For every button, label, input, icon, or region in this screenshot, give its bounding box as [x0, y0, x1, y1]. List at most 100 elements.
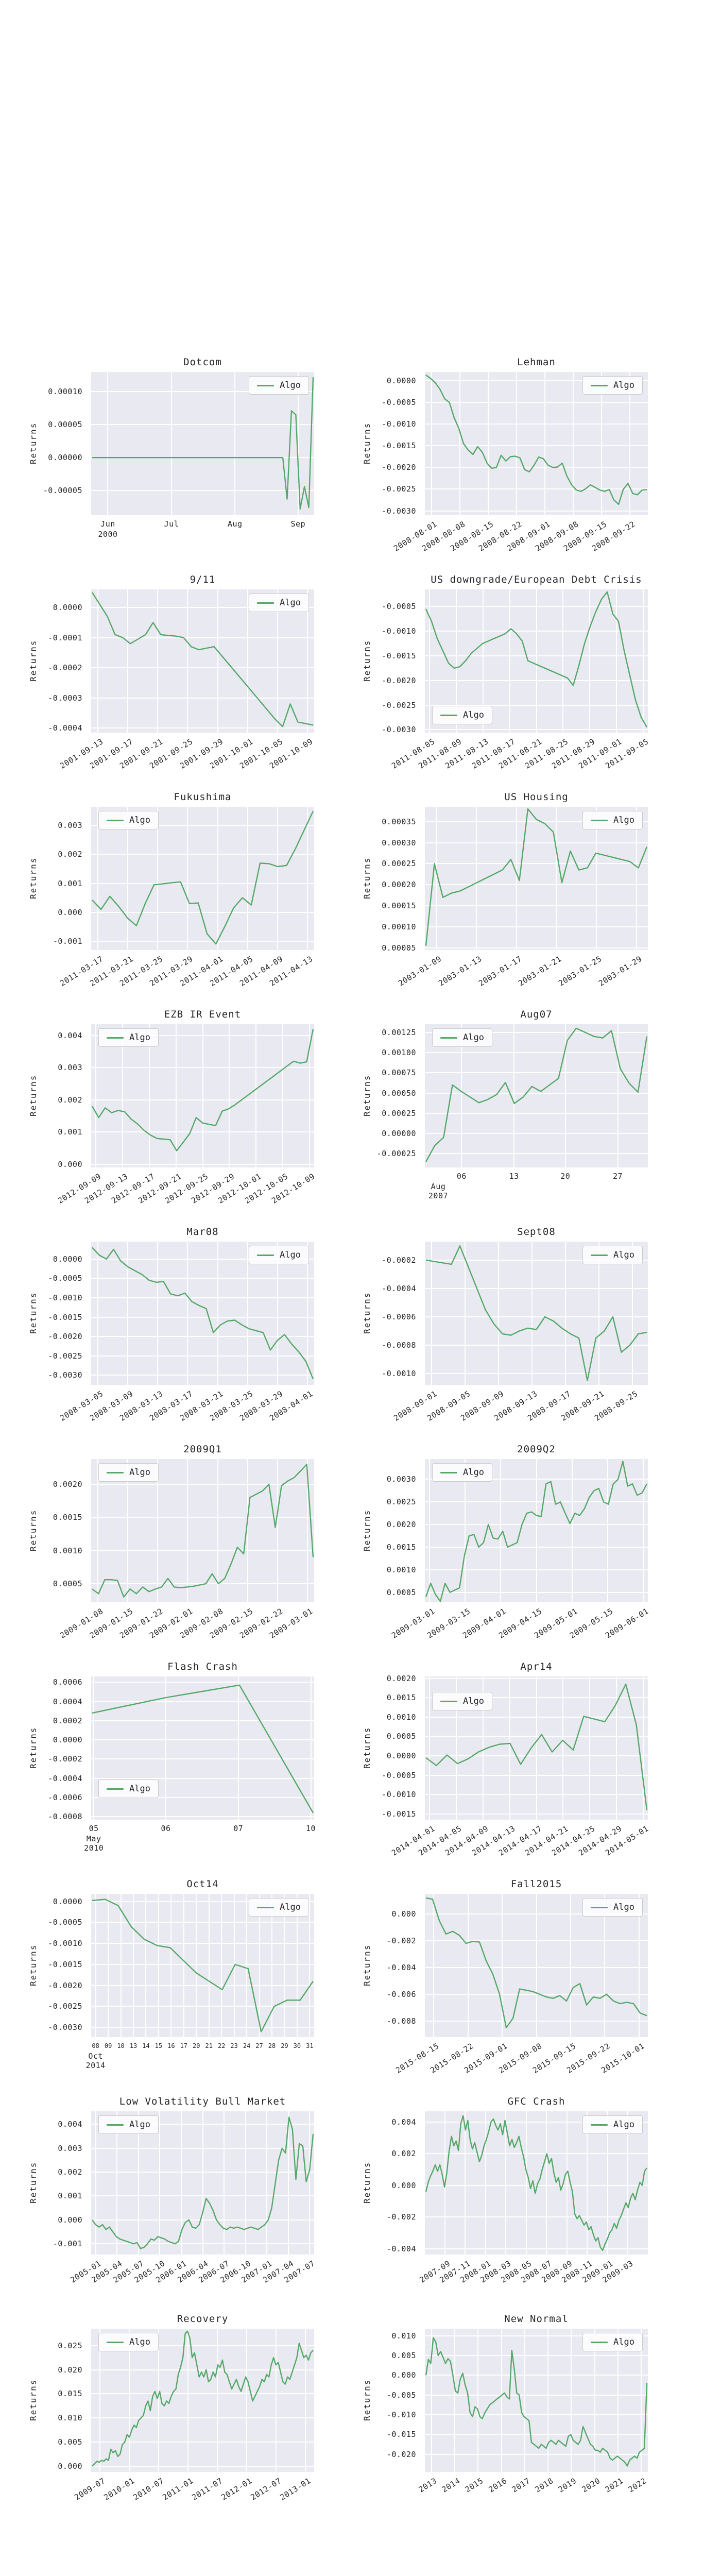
grid-v-line: [95, 2111, 96, 2255]
y-tick-label: 0.0000: [53, 603, 82, 613]
grid-v-line: [598, 1242, 599, 1385]
y-tick-label: 0.000: [58, 2215, 82, 2225]
x-tick-label: 2017: [510, 2476, 532, 2495]
grid-h-line: [425, 1372, 648, 1374]
grid-h-line: [425, 2153, 648, 2155]
y-tick-label: 0.004: [391, 2117, 416, 2127]
series-line-algo: [92, 810, 314, 945]
grid-v-line: [536, 1676, 537, 1820]
grid-v-line: [488, 372, 489, 515]
y-tick-label: -0.0008: [382, 1340, 416, 1350]
grid-h-line: [91, 825, 314, 826]
grid-h-line: [91, 1375, 314, 1376]
grid-v-line: [122, 1024, 123, 1167]
legend-box: Algo: [432, 1692, 492, 1710]
x-tick-label: 2003-01-09: [396, 954, 443, 988]
grid-h-line: [425, 842, 648, 843]
y-tick-label: 0.003: [58, 1063, 82, 1073]
y-tick-label: 0.0010: [386, 1565, 416, 1574]
grid-h-line: [91, 1963, 314, 1965]
grid-v-line: [544, 372, 546, 515]
chart-title: Apr14: [520, 1661, 553, 1672]
grid-v-line: [108, 1894, 109, 2037]
grid-v-line: [616, 589, 617, 733]
x-tick-label: 2014: [440, 2476, 462, 2495]
grid-h-line: [425, 2434, 648, 2435]
grid-v-line: [485, 2111, 486, 2255]
grid-v-line: [196, 1894, 197, 2037]
chart-us-downgrade-european-debt-crisis: US downgrade/European Debt Crisis Returns…: [362, 574, 650, 771]
chart-new-normal: New Normal Returns 0.010 0.005 0.000 -0.005 -0…: [362, 2313, 648, 2494]
y-tick-label: 0.0000: [386, 376, 416, 385]
y-axis-label: Returns: [28, 639, 38, 682]
grid-v-line: [501, 2329, 502, 2472]
grid-v-line: [309, 1894, 311, 2037]
grid-v-line: [566, 2111, 568, 2255]
x-tick-label: 08: [92, 2042, 99, 2049]
legend-line-sample: [257, 384, 274, 386]
grid-v-line: [217, 1459, 218, 1602]
y-tick-label: 0.001: [58, 2191, 82, 2201]
grid-h-line: [91, 1816, 314, 1818]
y-tick-label: -0.001: [53, 2239, 82, 2249]
series-line-algo: [425, 1683, 648, 1810]
series-line-algo: [91, 1029, 314, 1151]
grid-v-line: [547, 2329, 549, 2472]
chart-aug07: Aug07 Returns 0.00125 0.00100 0.00075 0.00050…: [362, 1009, 648, 1200]
grid-v-line: [229, 1024, 230, 1167]
grid-h-line: [425, 2184, 648, 2186]
grid-v-line: [513, 1024, 515, 1167]
grid-v-line: [573, 372, 574, 515]
series-line-algo: [92, 2330, 314, 2467]
y-tick-label: 0.00005: [382, 943, 416, 953]
x-tick-label: 27: [255, 2042, 263, 2049]
grid-v-line: [277, 807, 278, 950]
x-tick-label: 20: [193, 2042, 200, 2049]
grid-h-line: [91, 1278, 314, 1279]
chart-title: Fukushima: [174, 791, 232, 803]
y-tick-label: 0.000: [58, 1159, 82, 1169]
grid-h-line: [91, 2441, 314, 2443]
y-tick-label: 0.00000: [382, 1129, 416, 1139]
grid-h-line: [425, 2453, 648, 2455]
grid-h-line: [425, 2414, 648, 2415]
legend-box: Algo: [98, 1463, 159, 1482]
y-tick-label: 0.0000: [386, 1751, 416, 1761]
y-tick-label: 0.003: [58, 2143, 82, 2153]
y-tick-label: -0.0005: [48, 1274, 82, 1283]
grid-h-line: [91, 1682, 314, 1683]
chart-title: Oct14: [186, 1878, 219, 1890]
grid-v-line: [180, 2111, 182, 2255]
legend-box: Algo: [582, 1898, 643, 1917]
y-tick-label: -0.0004: [382, 1283, 416, 1293]
y-tick-label: 0.00035: [382, 817, 416, 826]
legend-box: Algo: [98, 811, 159, 829]
grid-h-line: [91, 940, 314, 942]
y-tick-label: 0.010: [391, 2331, 416, 2341]
series-line-algo: [425, 2337, 648, 2467]
grid-v-line: [571, 1459, 573, 1602]
x-tick-label: 13: [509, 1172, 519, 1181]
grid-v-line: [556, 807, 557, 950]
legend-label: Algo: [280, 380, 301, 391]
series-line-algo: [92, 1464, 314, 1598]
grid-v-line: [221, 1894, 222, 2037]
grid-v-line: [607, 1459, 609, 1602]
grid-v-line: [455, 589, 457, 733]
y-tick-label: 0.003: [58, 821, 82, 831]
grid-v-line: [562, 1676, 564, 1820]
grid-h-line: [91, 1985, 314, 1986]
y-tick-label: -0.004: [386, 1962, 416, 1972]
chart-recovery: Recovery Returns 0.025 0.020 0.015 0.010 0.005…: [28, 2313, 314, 2502]
legend-box: Algo: [582, 1246, 643, 1264]
chart-title: US downgrade/European Debt Crisis: [431, 574, 642, 585]
grid-v-line: [536, 1894, 537, 2037]
chart-title: EZB IR Event: [164, 1009, 242, 1020]
grid-v-line: [246, 2329, 247, 2472]
grid-h-line: [425, 467, 648, 468]
y-tick-label: -0.0010: [382, 1368, 416, 1378]
grid-v-line: [536, 1459, 537, 1602]
legend-box: Algo: [582, 2115, 643, 2134]
grid-v-line: [309, 2111, 311, 2255]
legend-line-sample: [440, 1471, 457, 1473]
